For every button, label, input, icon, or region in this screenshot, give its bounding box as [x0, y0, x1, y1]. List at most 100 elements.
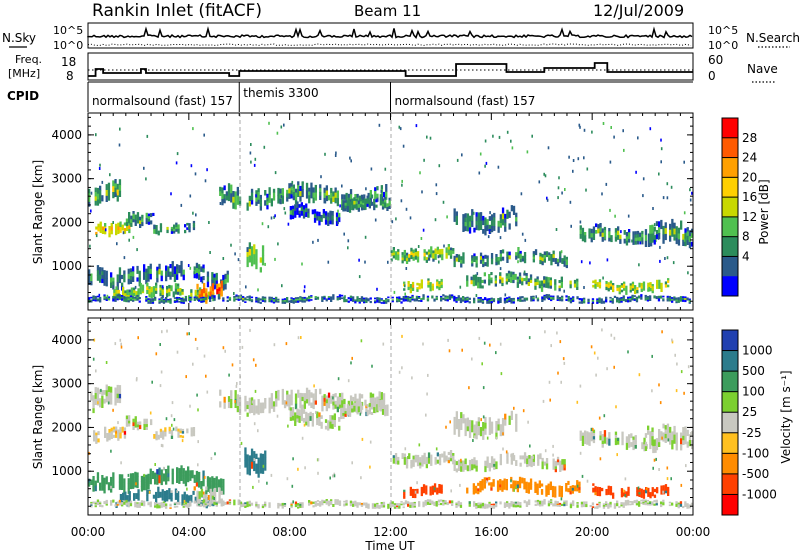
power-cell-408: [255, 249, 258, 260]
velocity-cell-2018: [499, 342, 502, 346]
power-cell-281: [139, 288, 142, 295]
velocity-ylabel: Slant Range [km]: [31, 365, 45, 469]
power-cell-443: [270, 198, 273, 207]
velocity-cell-594: [294, 422, 297, 426]
power-cell-250: [226, 274, 229, 279]
velocity-cell-999: [503, 482, 506, 487]
power-cell-828: [490, 214, 494, 221]
power-cell-40: [101, 226, 105, 231]
power-cell-160: [123, 270, 126, 275]
power-cell-168: [129, 276, 133, 281]
velocity-cell-2023: [435, 447, 438, 451]
power-cell-659: [373, 204, 376, 211]
velocity-cell-1577: [413, 503, 416, 505]
power-cell-940: [552, 254, 555, 259]
power-cell-352: [198, 290, 201, 295]
velocity-cell-560: [360, 394, 364, 399]
power-cell-1245: [680, 220, 683, 230]
power-cell-1934: [349, 156, 351, 160]
power-cell-380: [223, 185, 226, 191]
power-cell-1154: [612, 289, 615, 293]
velocity-cell-1103: [592, 432, 596, 437]
power-cell-297: [155, 285, 158, 289]
velocity-cell-509: [314, 400, 317, 405]
power-cell-84: [139, 224, 142, 228]
power-cell-282: [141, 284, 145, 288]
power-cell-1018: [529, 277, 533, 281]
velocity-cell-254: [211, 476, 214, 482]
velocity-cell-1234: [658, 442, 661, 447]
velocity-cell-853: [501, 418, 505, 425]
power-cell-1568: [382, 301, 386, 303]
velocity-cell-1869: [549, 398, 551, 402]
velocity-cell-1582: [418, 504, 421, 507]
velocity-cell-192: [149, 478, 152, 485]
velocity-cell-328: [188, 500, 191, 504]
velocity-cell-877: [462, 468, 465, 472]
power-cell-610: [329, 220, 332, 225]
velocity-cell-1833: [679, 501, 683, 505]
velocity-cell-1120: [614, 441, 618, 446]
power-cell-1633: [446, 299, 449, 302]
velocity-cell-3: [92, 403, 95, 409]
velocity-cell-1737: [580, 504, 584, 508]
power-cell-422: [250, 200, 254, 205]
power-cell-315: [172, 291, 175, 298]
power-cell-2068: [422, 228, 425, 232]
power-cell-1371: [182, 298, 185, 301]
velocity-cell-1528: [371, 503, 375, 507]
power-cell-937: [550, 254, 553, 260]
velocity-cell-1169: [612, 495, 615, 499]
velocity-cell-137: [92, 476, 95, 482]
power-cell-1205: [664, 284, 668, 288]
cpid-label: CPID: [7, 89, 39, 103]
power-cell-689: [397, 251, 400, 255]
velocity-cell-684: [379, 403, 382, 408]
power-cell-1297: [116, 297, 119, 299]
velocity-cell-1257: [680, 444, 683, 451]
velocity-cell-281: [133, 493, 136, 498]
velocity-cell-246: [200, 481, 203, 490]
velocity-cell-1231: [658, 429, 661, 434]
power-cell-1517: [327, 297, 331, 300]
power-cell-840: [501, 207, 505, 214]
velocity-cell-576: [378, 391, 381, 400]
velocity-cell-863: [453, 463, 456, 468]
power-cell-1909: [442, 200, 445, 204]
velocity-cell-1850: [303, 423, 306, 427]
velocity-cell-1193: [645, 490, 648, 494]
velocity-cell-1473: [316, 504, 320, 506]
power-cell-35: [95, 231, 98, 235]
velocity-cell-1199: [651, 487, 654, 492]
velocity-cell-1130: [630, 442, 633, 447]
velocity-cell-1141: [643, 444, 646, 452]
power-cell-1335: [151, 300, 155, 303]
velocity-cell-1883: [329, 476, 331, 480]
power-cell-1485: [294, 300, 298, 303]
power-cell-1310: [127, 300, 130, 303]
power-cell-1873: [378, 123, 381, 127]
power-cell-1595: [407, 299, 410, 302]
power-cell-121: [186, 222, 189, 226]
velocity-cell-570: [371, 397, 375, 402]
power-cell-662: [379, 194, 382, 201]
power-cell-6: [94, 196, 97, 202]
power-cell-467: [292, 196, 295, 201]
power-cell-623: [344, 205, 347, 209]
power-cell-550: [374, 191, 377, 196]
velocity-cell-1354: [176, 501, 179, 504]
velocity-cell-1288: [105, 499, 108, 502]
velocity-cell-1828: [675, 503, 678, 506]
power-cell-1583: [396, 300, 399, 303]
power-cell-1911: [95, 234, 98, 238]
power-cell-1365: [178, 298, 181, 300]
power-cell-1826: [649, 298, 652, 301]
velocity-cell-1418: [244, 505, 247, 508]
power-cell-9: [96, 193, 100, 200]
velocity-cell-629: [327, 423, 330, 428]
power-cell-2076: [237, 258, 240, 262]
velocity-cell-1979: [610, 333, 613, 337]
power-cell-885: [486, 255, 489, 259]
velocity-cell-1088: [581, 439, 585, 443]
